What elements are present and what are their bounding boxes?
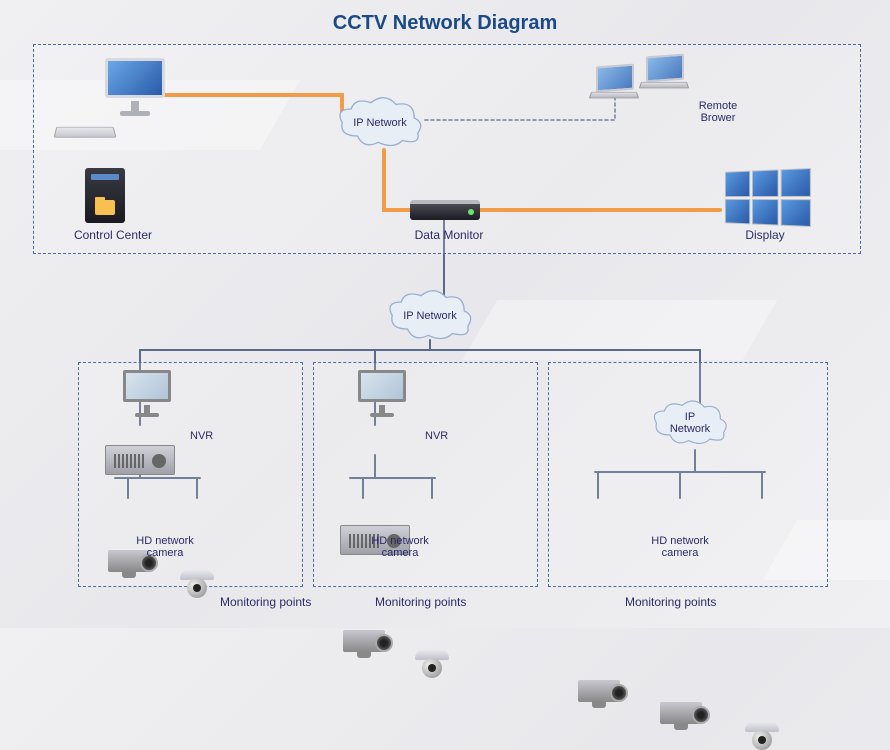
nvr-label: NVR xyxy=(425,430,448,442)
monitoring-points-label: Monitoring points xyxy=(375,595,466,609)
control-center-label: Control Center xyxy=(68,228,158,242)
ip-network-cloud-mid-icon: IP Network xyxy=(385,288,475,343)
keyboard-icon xyxy=(54,127,117,138)
dome-camera-icon xyxy=(415,650,449,678)
server-icon xyxy=(85,168,125,223)
data-monitor-label: Data Monitor xyxy=(404,228,494,242)
ip-network-label: IP Network xyxy=(403,309,457,321)
box-camera-icon xyxy=(660,702,702,724)
box-camera-icon xyxy=(578,680,620,702)
hd-camera-label: HD network camera xyxy=(635,535,725,559)
ip-network-cloud-top-icon: IP Network xyxy=(335,95,425,150)
nvr-icon xyxy=(105,445,175,475)
display-wall-icon xyxy=(725,168,811,227)
box-camera-icon xyxy=(343,630,385,652)
dome-camera-icon xyxy=(745,722,779,750)
workstation-monitor-icon xyxy=(100,58,170,118)
display-label: Display xyxy=(730,228,800,242)
nvr-monitor-icon xyxy=(120,370,175,418)
ip-network-cloud-mp3-icon: IP Network xyxy=(650,398,730,448)
hd-camera-label: HD network camera xyxy=(355,535,445,559)
remote-browser-label: Remote Brower xyxy=(688,100,748,124)
laptop-icon xyxy=(590,65,640,100)
monitoring-points-label: Monitoring points xyxy=(220,595,311,609)
ip-network-label: IP Network xyxy=(670,411,710,435)
hd-camera-label: HD network camera xyxy=(120,535,210,559)
dome-camera-icon xyxy=(180,570,214,598)
data-monitor-icon xyxy=(410,200,480,220)
diagram-title: CCTV Network Diagram xyxy=(0,12,890,35)
ip-network-label: IP Network xyxy=(353,116,407,128)
monitoring-points-label: Monitoring points xyxy=(625,595,716,609)
laptop-icon xyxy=(640,55,690,90)
nvr-label: NVR xyxy=(190,430,213,442)
nvr-monitor-icon xyxy=(355,370,410,418)
